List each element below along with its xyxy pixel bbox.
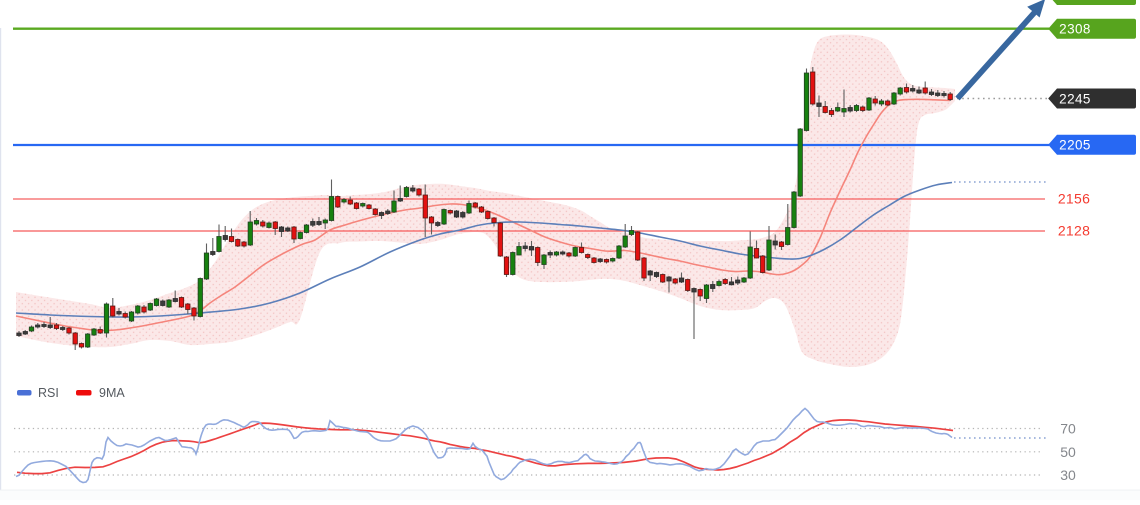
svg-text:70: 70: [1060, 421, 1076, 437]
svg-text:2205: 2205: [1059, 138, 1091, 153]
svg-text:9MA: 9MA: [99, 386, 125, 400]
svg-text:RSI: RSI: [38, 386, 59, 400]
svg-text:2308: 2308: [1059, 22, 1091, 37]
svg-text:50: 50: [1060, 444, 1076, 460]
svg-text:2156: 2156: [1058, 191, 1090, 207]
svg-text:2128: 2128: [1058, 223, 1090, 239]
svg-text:2245: 2245: [1059, 92, 1091, 107]
svg-text:30: 30: [1060, 467, 1076, 483]
